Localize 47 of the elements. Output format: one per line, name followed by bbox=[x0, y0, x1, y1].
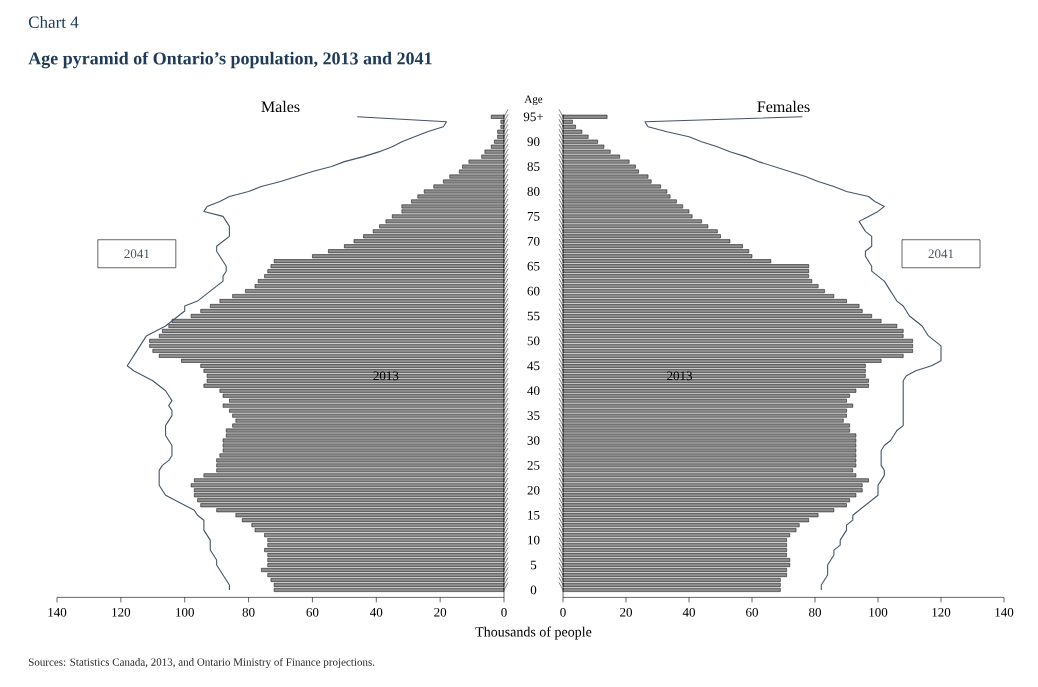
y-tick-label: 80 bbox=[527, 187, 540, 196]
y-tick-label: 90 bbox=[527, 137, 540, 147]
series-label: 2013 bbox=[667, 371, 693, 381]
x-tick-label: 20 bbox=[434, 607, 447, 617]
x-tick-label: 20 bbox=[620, 607, 633, 617]
y-tick-label: 10 bbox=[528, 535, 540, 545]
y-tick-label: 50 bbox=[527, 336, 540, 346]
y-tick-label: 45 bbox=[527, 361, 540, 371]
series-label: 2013 bbox=[373, 371, 399, 381]
y-tick-label: 75 bbox=[527, 212, 540, 221]
y-tick-label: 25 bbox=[527, 461, 540, 470]
x-tick-label: 0 bbox=[501, 607, 507, 617]
y-tick-label: 30 bbox=[527, 436, 540, 445]
y-tick-label: 55 bbox=[527, 311, 540, 321]
y-tick-label: 95+ bbox=[523, 112, 544, 122]
x-axis-title: Thousands of people bbox=[475, 626, 592, 640]
x-tick-label: 80 bbox=[809, 607, 822, 617]
y-tick-label: 35 bbox=[527, 411, 540, 420]
y-tick-label: 15 bbox=[528, 510, 540, 520]
chart-title: Males bbox=[261, 100, 300, 113]
text: 2041 bbox=[124, 249, 150, 259]
x-tick-label: 120 bbox=[112, 607, 131, 617]
x-tick-label: 100 bbox=[176, 607, 194, 617]
x-tick-label: 80 bbox=[242, 607, 255, 617]
y-tick-label: 20 bbox=[527, 485, 540, 495]
y-axis-title: Age bbox=[524, 95, 543, 106]
x-tick-label: 40 bbox=[370, 607, 383, 617]
x-tick-label: 140 bbox=[48, 607, 67, 617]
x-tick-label: 0 bbox=[560, 607, 566, 617]
x-tick-label: 140 bbox=[995, 607, 1014, 617]
y-tick-label: 5 bbox=[531, 560, 537, 570]
x-tick-label: 40 bbox=[682, 607, 696, 617]
x-tick-label: 60 bbox=[746, 607, 759, 617]
caption: Chart 4 bbox=[28, 16, 79, 28]
y-tick-label: 70 bbox=[527, 236, 540, 246]
y-tick-label: 60 bbox=[527, 286, 540, 296]
y-tick-label: 40 bbox=[527, 386, 540, 396]
y-tick-label: 65 bbox=[527, 261, 540, 271]
text: Age pyramid of Ontario’s population, 2013 and 2041 bbox=[28, 51, 432, 69]
x-tick-label: 100 bbox=[869, 607, 888, 617]
source-note: Sources: Statistics Canada, 2013, and Ontario Ministry of Finance projections. bbox=[28, 657, 375, 669]
x-tick-label: 120 bbox=[932, 607, 951, 617]
text: 2041 bbox=[928, 249, 954, 259]
y-tick-label: 0 bbox=[530, 585, 537, 595]
y-tick-label: 85 bbox=[527, 162, 540, 171]
chart-title: Females bbox=[757, 100, 810, 113]
x-tick-label: 60 bbox=[306, 607, 319, 617]
